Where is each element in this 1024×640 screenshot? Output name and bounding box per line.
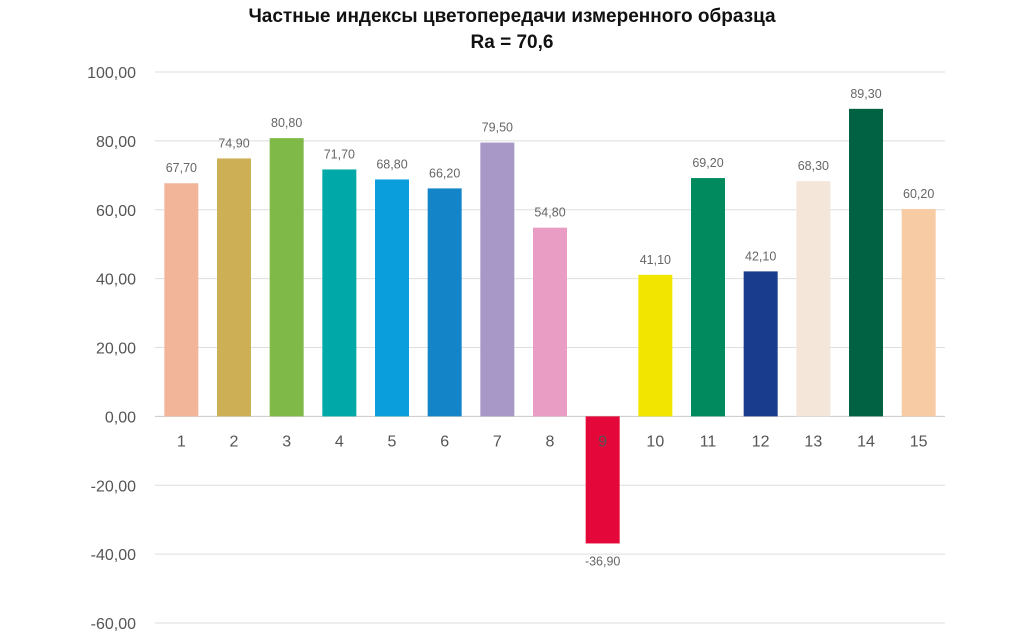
- bar: [691, 178, 725, 417]
- data-label: 68,80: [376, 157, 407, 171]
- x-tick-label: 6: [440, 433, 449, 450]
- y-tick-label: 20,00: [96, 341, 136, 358]
- x-tick-label: 1: [177, 433, 186, 450]
- data-label: 69,20: [692, 156, 723, 170]
- data-label: 71,70: [324, 147, 355, 161]
- data-label: 41,10: [640, 253, 671, 267]
- y-tick-label: 100,00: [87, 65, 136, 82]
- bar: [849, 108, 883, 417]
- data-label: 89,30: [850, 87, 881, 101]
- bar: [901, 209, 936, 417]
- bar: [322, 169, 357, 417]
- data-label: 42,10: [745, 249, 776, 263]
- x-tick-label: 2: [230, 433, 239, 450]
- bar: [480, 142, 515, 417]
- bar: [638, 274, 673, 417]
- y-tick-label: -20,00: [91, 478, 136, 495]
- bar: [427, 188, 462, 417]
- data-label: 60,20: [903, 187, 934, 201]
- data-label: 74,90: [218, 136, 249, 150]
- x-tick-label: 3: [282, 433, 291, 450]
- y-tick-label: -40,00: [91, 547, 136, 564]
- x-tick-label: 12: [752, 433, 770, 450]
- bar: [217, 158, 251, 417]
- x-tick-label: 8: [546, 433, 555, 450]
- y-tick-label: 0,00: [105, 409, 136, 426]
- x-tick-label: 4: [335, 433, 344, 450]
- bar: [796, 181, 831, 417]
- data-label: 67,70: [166, 161, 197, 175]
- x-tick-label: 9: [598, 433, 607, 450]
- bar: [533, 227, 567, 417]
- bar: [743, 271, 778, 417]
- y-tick-label: 80,00: [96, 134, 136, 151]
- bar: [585, 416, 620, 544]
- bar: [375, 179, 409, 417]
- chart-subtitle: Ra = 70,6: [470, 32, 554, 53]
- x-tick-label: 15: [910, 433, 928, 450]
- y-tick-label: -60,00: [91, 616, 136, 633]
- x-tick-label: 11: [700, 433, 717, 450]
- x-tick-label: 10: [646, 433, 664, 450]
- data-label: 54,80: [534, 206, 565, 220]
- bar: [164, 183, 199, 417]
- data-label: 79,50: [482, 121, 513, 135]
- y-tick-label: 60,00: [96, 203, 136, 220]
- x-tick-label: 13: [804, 433, 822, 450]
- chart-title: Частные индексы цветопередачи измеренног…: [248, 6, 776, 27]
- y-tick-label: 40,00: [96, 272, 136, 289]
- x-tick-label: 5: [388, 433, 397, 450]
- bar: [269, 138, 304, 417]
- data-label: 68,30: [798, 159, 829, 173]
- data-label: 66,20: [429, 166, 460, 180]
- data-label: 80,80: [271, 116, 302, 130]
- x-tick-label: 7: [493, 433, 502, 450]
- x-tick-label: 14: [857, 433, 875, 450]
- data-label: -36,90: [585, 554, 620, 568]
